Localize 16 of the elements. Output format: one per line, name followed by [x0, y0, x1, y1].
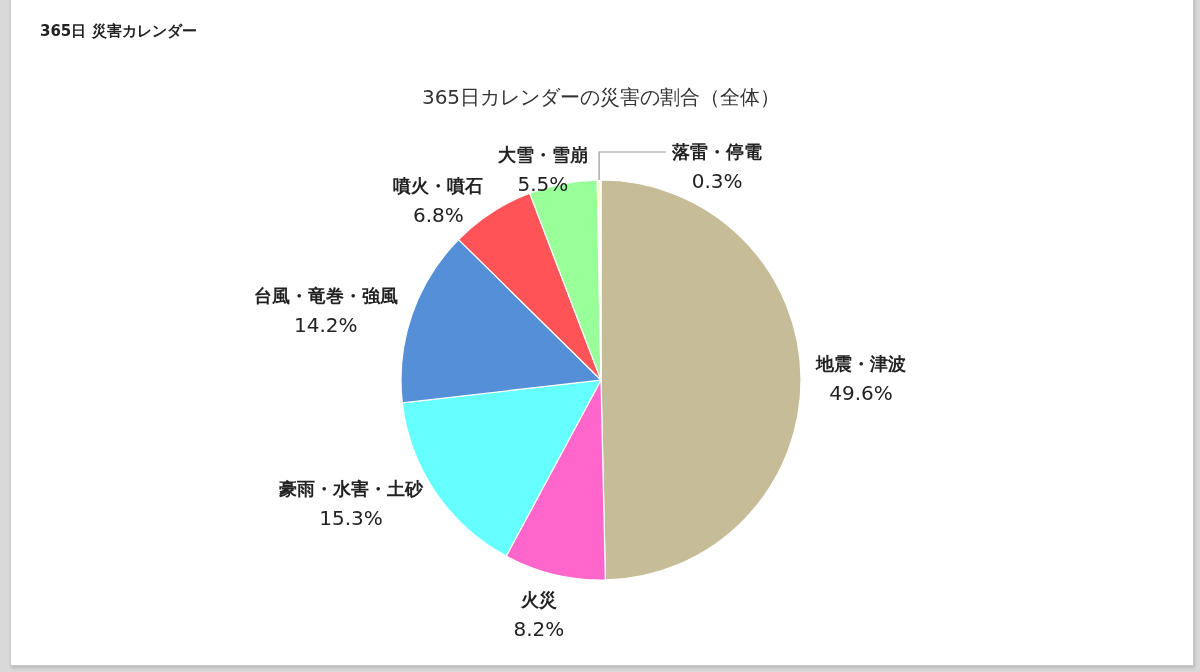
data-label: 5.5%: [517, 171, 569, 196]
slice-label: 豪雨・水害・土砂: [278, 478, 425, 500]
data-label: 49.6%: [829, 380, 893, 405]
data-label: 15.3%: [319, 506, 383, 531]
chart-title: 365日カレンダーの災害の割合（全体）: [421, 85, 781, 109]
text: 365日 災害カレンダー: [40, 22, 197, 40]
slice-label: 落雷・停電: [671, 141, 763, 163]
slice-label: 火災: [519, 589, 557, 611]
slice-label: 大雪・雪崩: [496, 143, 588, 165]
data-label: 6.8%: [413, 203, 464, 227]
data-label: 14.2%: [293, 312, 358, 337]
data-label: 8.2%: [513, 617, 565, 642]
slice-label: 地震・津波: [814, 352, 906, 374]
slice-label: 噴火・噴石: [393, 175, 484, 196]
slice-label: 台風・竜巻・強風: [253, 284, 398, 306]
data-label: 0.3%: [691, 169, 743, 194]
